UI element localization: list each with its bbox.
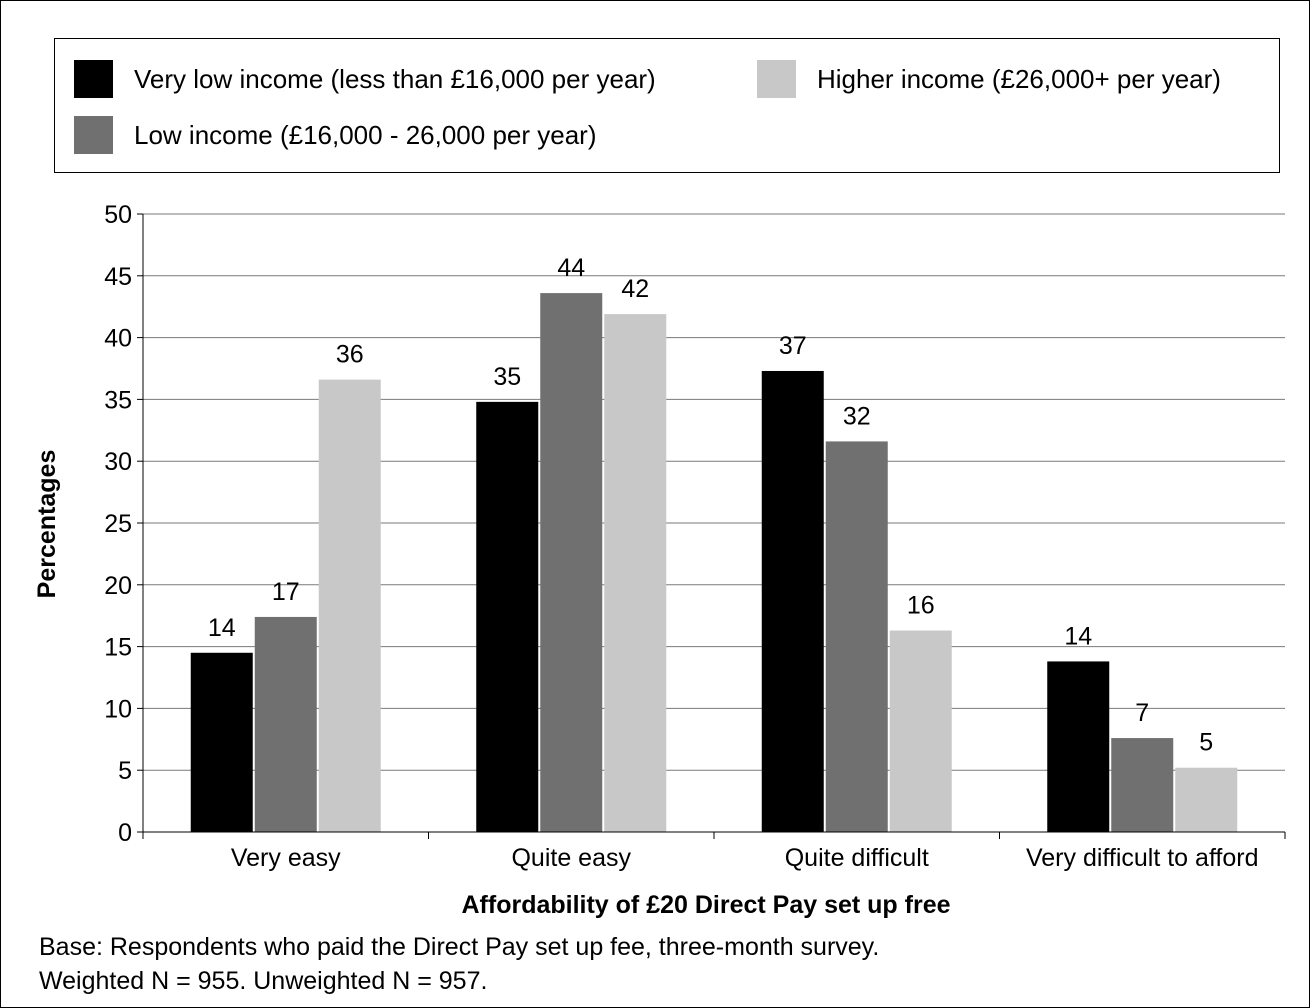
y-tick-label-5: 5	[118, 757, 132, 785]
legend-label-higher-income: Higher income (£26,000+ per year)	[817, 63, 1221, 94]
data-label-1-3: 7	[1135, 699, 1149, 727]
data-label-0-1: 35	[493, 363, 521, 391]
legend-swatch-higher-income	[757, 60, 796, 98]
y-tick-label-10: 10	[104, 695, 132, 723]
y-tick-label-35: 35	[104, 386, 132, 414]
bar-0-0	[190, 652, 253, 832]
y-tick-label-20: 20	[104, 572, 132, 600]
legend-item-very-low-income: Very low income (less than £16,000 per y…	[74, 59, 656, 99]
data-label-2-2: 16	[907, 592, 935, 620]
data-label-2-1: 42	[621, 275, 649, 303]
data-label-1-2: 32	[843, 402, 871, 430]
base-note-line-1: Base: Respondents who paid the Direct Pa…	[39, 933, 880, 961]
bar-0-1	[476, 401, 539, 832]
y-tick-label-50: 50	[104, 201, 132, 229]
y-axis-title: Percentages	[33, 450, 61, 599]
bar-2-3	[1175, 767, 1238, 832]
x-tick-label-2: Quite difficult	[785, 844, 929, 872]
bar-1-0	[254, 616, 317, 832]
data-label-2-0: 36	[336, 341, 364, 369]
bar-2-0	[318, 379, 381, 832]
x-axis-title: Affordability of £20 Direct Pay set up f…	[461, 891, 950, 919]
y-tick-label-25: 25	[104, 510, 132, 538]
data-label-1-0: 17	[272, 578, 300, 606]
data-label-2-3: 5	[1199, 729, 1213, 757]
bar-1-2	[825, 441, 888, 832]
chart-legend: Very low income (less than £16,000 per y…	[54, 38, 1280, 173]
bar-0-3	[1047, 661, 1110, 832]
data-label-0-3: 14	[1064, 622, 1092, 650]
bar-2-2	[889, 630, 952, 832]
data-label-1-1: 44	[557, 254, 585, 282]
x-tick-label-1: Quite easy	[511, 844, 631, 872]
y-tick-label-0: 0	[118, 819, 132, 847]
legend-item-higher-income: Higher income (£26,000+ per year)	[757, 59, 1221, 99]
y-tick-label-40: 40	[104, 325, 132, 353]
bars	[190, 293, 1238, 833]
y-tick-label-15: 15	[104, 634, 132, 662]
bar-chart: 0 5 10 15 20 25 30 35 40 45 50 Very easy Quite easy Q…	[33, 201, 1286, 919]
y-tick-label-45: 45	[104, 263, 132, 291]
bar-2-1	[604, 314, 667, 833]
legend-item-low-income: Low income (£16,000 - 26,000 per year)	[74, 115, 597, 155]
x-tick-label-3: Very difficult to afford	[1026, 844, 1259, 872]
bar-1-3	[1111, 738, 1174, 832]
legend-label-very-low-income: Very low income (less than £16,000 per y…	[134, 63, 656, 94]
x-tick-label-0: Very easy	[231, 844, 341, 872]
data-label-0-2: 37	[779, 332, 807, 360]
y-tick-label-30: 30	[104, 448, 132, 476]
bar-1-1	[540, 293, 603, 832]
legend-swatch-very-low-income	[74, 60, 113, 98]
data-label-0-0: 14	[208, 614, 236, 642]
bar-0-2	[761, 370, 824, 832]
legend-swatch-low-income	[74, 116, 113, 154]
legend-label-low-income: Low income (£16,000 - 26,000 per year)	[134, 119, 597, 150]
axes: 0 5 10 15 20 25 30 35 40 45 50 Very easy Quite easy Q…	[104, 201, 1286, 872]
base-note-line-2: Weighted N = 955. Unweighted N = 957.	[39, 967, 488, 995]
data-labels: 14 17 36 35 44 42 37 32 16 14 7 5	[208, 254, 1213, 757]
